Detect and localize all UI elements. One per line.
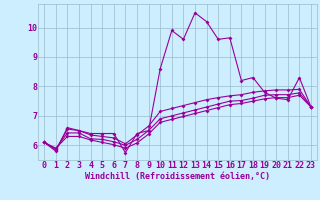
X-axis label: Windchill (Refroidissement éolien,°C): Windchill (Refroidissement éolien,°C): [85, 172, 270, 181]
